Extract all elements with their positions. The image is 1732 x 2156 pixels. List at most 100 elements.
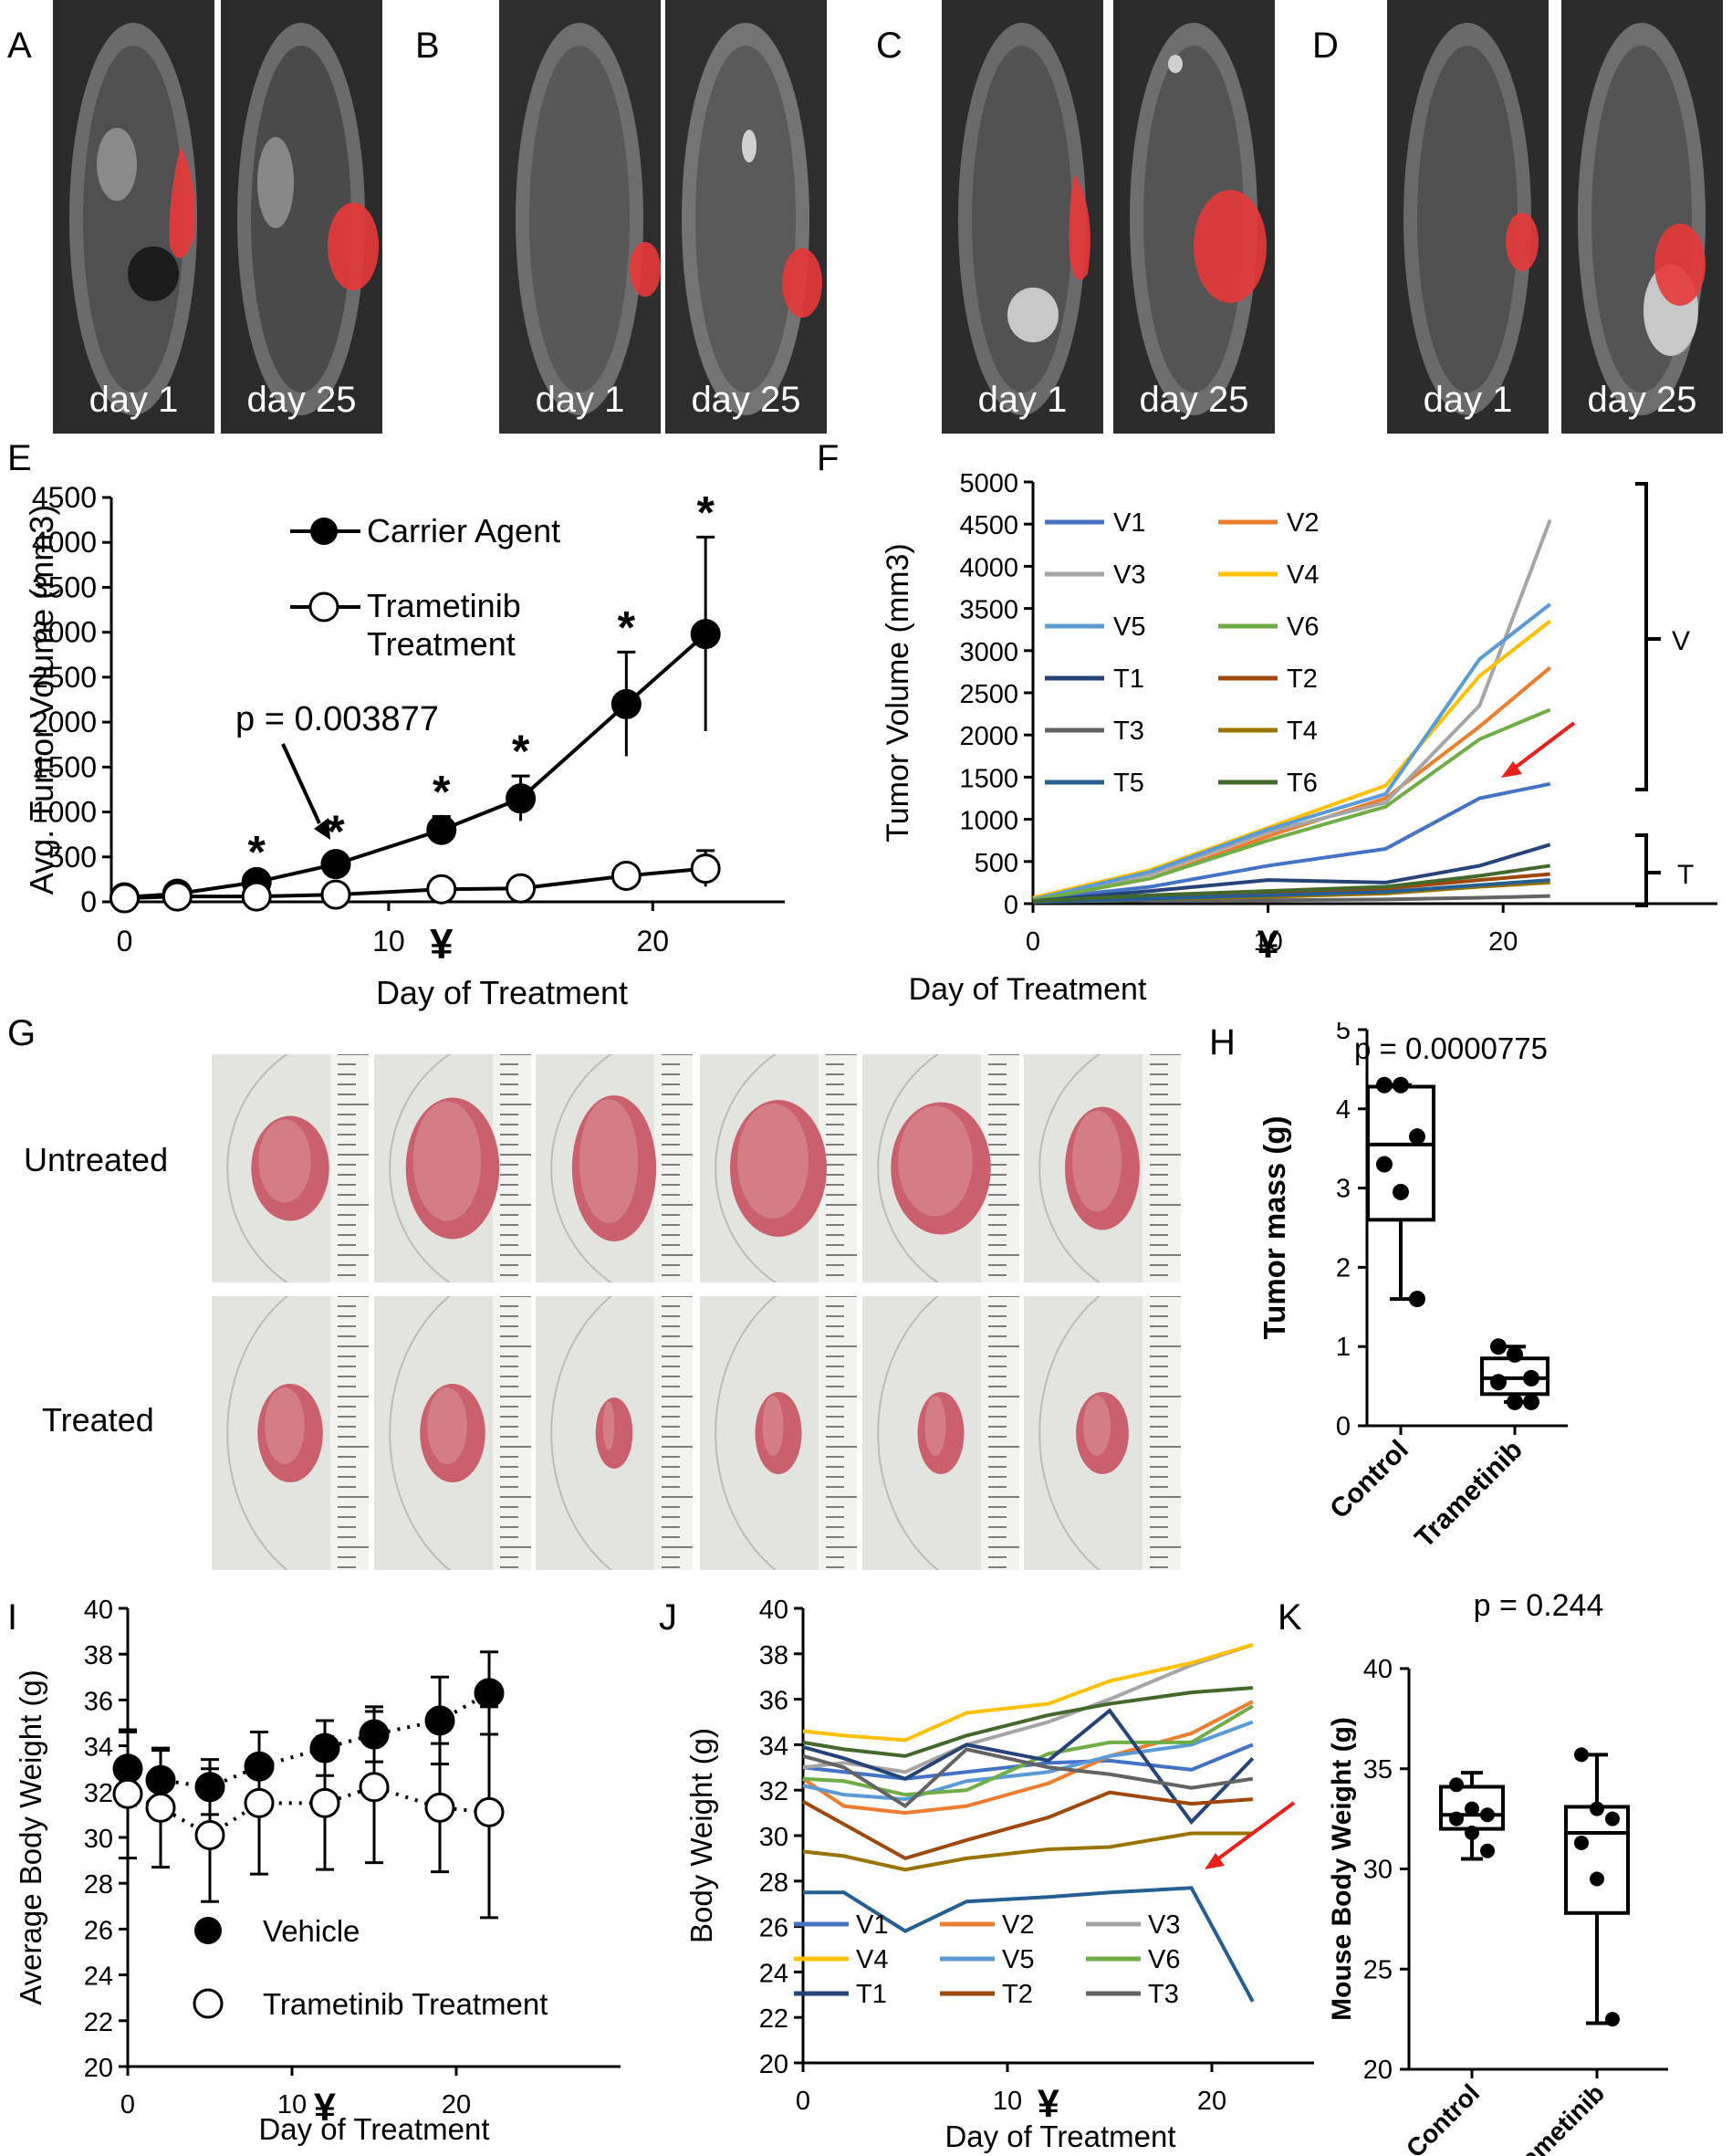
trametinib-point	[359, 1772, 390, 1803]
p-value-annotation: p = 0.003877	[235, 700, 439, 738]
legend-label-t6: T6	[1287, 769, 1318, 798]
mri-day-label: day 1	[977, 380, 1068, 420]
series-line-t5	[1032, 878, 1550, 905]
y-tick-label: 24	[84, 1962, 113, 1992]
x-tick-label: 0	[1026, 927, 1040, 957]
legend-trametinib-marker	[193, 1988, 224, 2019]
vehicle-point	[474, 1678, 505, 1709]
mri-d-day25-image: day 25	[1561, 0, 1723, 434]
data-point	[1393, 1183, 1409, 1200]
y-tick-label: 24	[759, 1959, 788, 1988]
series-line-t4	[802, 1831, 1253, 1872]
y-tick-label: 3000	[32, 616, 97, 649]
y-tick-label: 4000	[959, 553, 1018, 582]
series-line-t2	[802, 1790, 1253, 1861]
legend-label-t3: T3	[1113, 717, 1144, 746]
significance-star: *	[433, 766, 451, 817]
legend-label-t1: T1	[856, 1980, 887, 2009]
tumor-photo	[212, 1054, 369, 1282]
y-tick-label: 3000	[959, 638, 1018, 667]
panel-label-j: J	[659, 1597, 677, 1638]
mri-day-label: day 1	[535, 380, 625, 420]
x-category-label: Trametinib	[1498, 2078, 1610, 2156]
x-tick-label: 10	[277, 2090, 307, 2119]
tumor-photo	[700, 1054, 857, 1282]
treated-row-label: Treated	[42, 1401, 154, 1439]
y-tick-label: 1	[1336, 1333, 1351, 1362]
data-point	[1605, 1811, 1620, 1826]
x-axis-title: Day of Treatment	[258, 2112, 489, 2146]
legend-label-t1: T1	[1113, 665, 1144, 694]
x-tick-label: 20	[442, 2090, 471, 2119]
untreated-row-label: Untreated	[24, 1141, 169, 1178]
avg-body-weight-chart: 20 22 24 26 28 30 32 34 36 38 40 0 10 20 Average Body …	[14, 1596, 621, 2146]
red-arrow-line	[1212, 1801, 1296, 1864]
data-point	[1605, 2012, 1620, 2027]
significance-star: *	[696, 487, 715, 538]
data-point	[1465, 1801, 1479, 1816]
series-line-v1	[1032, 781, 1551, 902]
legend-label-v3: V3	[1113, 560, 1145, 590]
x-tick-label: 20	[636, 925, 669, 958]
panel-label-i: I	[7, 1597, 18, 1638]
x-axis-title: Day of Treatment	[376, 974, 628, 1011]
carrier-agent-point	[690, 619, 721, 650]
legend-carrier-label: Carrier Agent	[367, 512, 560, 549]
y-tick-label: 4	[1336, 1095, 1351, 1125]
y-axis-title: Average Body Weight (g)	[14, 1669, 47, 2004]
x-axis-title: Day of Treatment	[909, 972, 1147, 1007]
x-category-label: Trametinib	[1409, 1435, 1529, 1554]
data-point	[1376, 1076, 1393, 1094]
y-tick-label: 34	[759, 1732, 788, 1761]
trametinib-point	[241, 881, 272, 912]
panel-label-a: A	[7, 26, 32, 66]
mri-c-day1-image: day 1	[942, 0, 1103, 434]
x-tick-label: 20	[1488, 927, 1518, 957]
legend-label-t4: T4	[1287, 717, 1318, 746]
y-tick-label: 3500	[32, 570, 97, 603]
legend-trametinib-label: Trametinib Treatment	[263, 1987, 548, 2021]
y-axis-title: Tumor Volume (mm3)	[881, 543, 915, 842]
legend-vehicle-marker	[194, 1917, 222, 1944]
legend-label-t3: T3	[1148, 1980, 1179, 2009]
y-tick-label: 0	[1336, 1412, 1351, 1441]
significance-star: *	[618, 602, 636, 653]
legend-label-v4: V4	[856, 1945, 888, 1974]
legend-label-v1: V1	[856, 1910, 888, 1940]
legend-trametinib-label: Trametinib	[367, 587, 521, 624]
y-tick-label: 4500	[959, 511, 1018, 540]
trametinib-point	[320, 879, 351, 910]
y-tick-label: 25	[1363, 1955, 1393, 1984]
tumor-photo	[536, 1054, 693, 1282]
y-tick-label: 36	[759, 1687, 788, 1716]
series-line-v6	[802, 1704, 1254, 1797]
y-tick-label: 20	[759, 2050, 788, 2079]
data-point	[1449, 1811, 1464, 1826]
yen-marker: ¥	[1257, 923, 1279, 967]
y-tick-label: 32	[84, 1779, 113, 1808]
mri-day-label: day 25	[1139, 380, 1249, 420]
series-line-v6	[1032, 707, 1551, 903]
mri-day-label: day 25	[1587, 380, 1697, 420]
legend-label-v6: V6	[1148, 1945, 1180, 1974]
mouse-body-weight-boxplot: 20 25 30 35 40 Mouse Body Weight (g) p = 0.244…	[1327, 1588, 1668, 2156]
data-point	[1523, 1369, 1539, 1387]
series-line-t5	[803, 1886, 1255, 2003]
x-tick-label: 0	[117, 925, 133, 958]
tumor-photo	[374, 1296, 531, 1570]
panel-label-h: H	[1209, 1022, 1236, 1062]
legend-label-v2: V2	[1287, 508, 1319, 538]
mri-day-label: day 1	[1423, 380, 1513, 420]
x-tick-label: 0	[120, 2090, 135, 2119]
data-point	[1376, 1156, 1393, 1173]
bracket-t	[1635, 833, 1648, 907]
carrier-agent-point	[320, 849, 351, 880]
trametinib-point	[474, 1796, 505, 1827]
data-point	[1574, 1835, 1589, 1850]
y-tick-label: 2000	[959, 722, 1018, 751]
series-line-v4	[802, 1642, 1254, 1743]
mri-day-label: day 25	[691, 380, 801, 420]
data-point	[1590, 1871, 1604, 1887]
p-value-title: p = 0.0000775	[1354, 1031, 1548, 1065]
trametinib-point	[112, 1778, 143, 1809]
